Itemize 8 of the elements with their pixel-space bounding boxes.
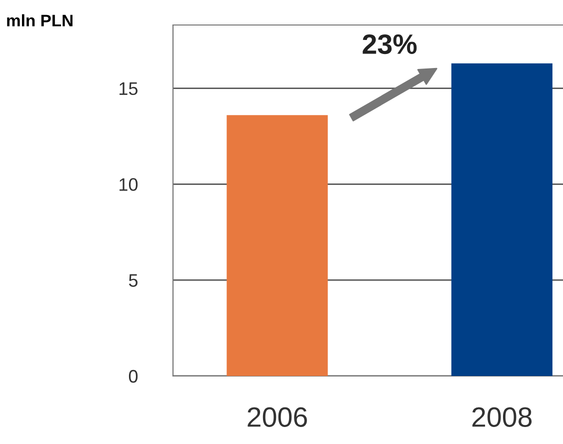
y-axis-title: mln PLN [7, 14, 72, 26]
annotation: 23% [362, 34, 417, 54]
y-tick-label: 15 [120, 82, 138, 96]
y-tick-label: 5 [128, 274, 138, 287]
x-tick-label: 2008 [472, 407, 532, 427]
x-tick-label: 2006 [248, 407, 307, 427]
y-tick-label: 0 [128, 370, 138, 383]
y-tick-label: 10 [120, 178, 138, 191]
